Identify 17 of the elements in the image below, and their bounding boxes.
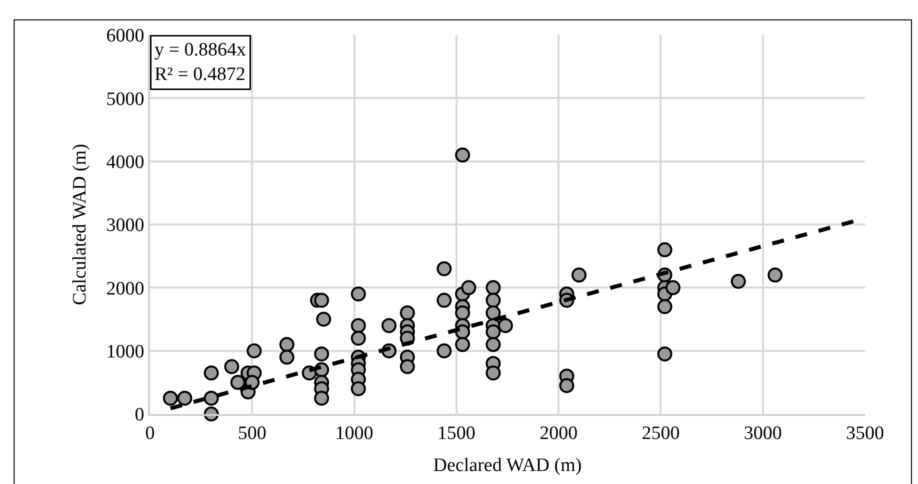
y-tick-label: 3000 <box>106 215 144 236</box>
x-tick-label: 1500 <box>437 422 476 444</box>
x-tick-label: 2000 <box>540 422 578 444</box>
y-tick-label: 2000 <box>106 278 144 300</box>
y-tick-label: 4000 <box>106 152 144 173</box>
x-tick-label: 2500 <box>642 422 680 444</box>
y-tick-label: 5000 <box>106 88 144 110</box>
x-tick-label: 3000 <box>744 422 782 444</box>
y-tick-label: 0 <box>134 404 144 426</box>
annotation: y = 0.8864x R² = 0.4872 <box>154 40 246 86</box>
x-axis-title: Declared WAD (m) <box>433 455 582 476</box>
y-tick-label: 6000 <box>106 26 144 47</box>
x-tick-label: 3500 <box>846 422 884 444</box>
x-tick-label: 1000 <box>335 422 374 444</box>
x-tick-label: 500 <box>238 422 266 444</box>
y-tick-label: 1000 <box>106 341 144 362</box>
y-axis-title: Calculated WAD (m) <box>70 144 91 306</box>
